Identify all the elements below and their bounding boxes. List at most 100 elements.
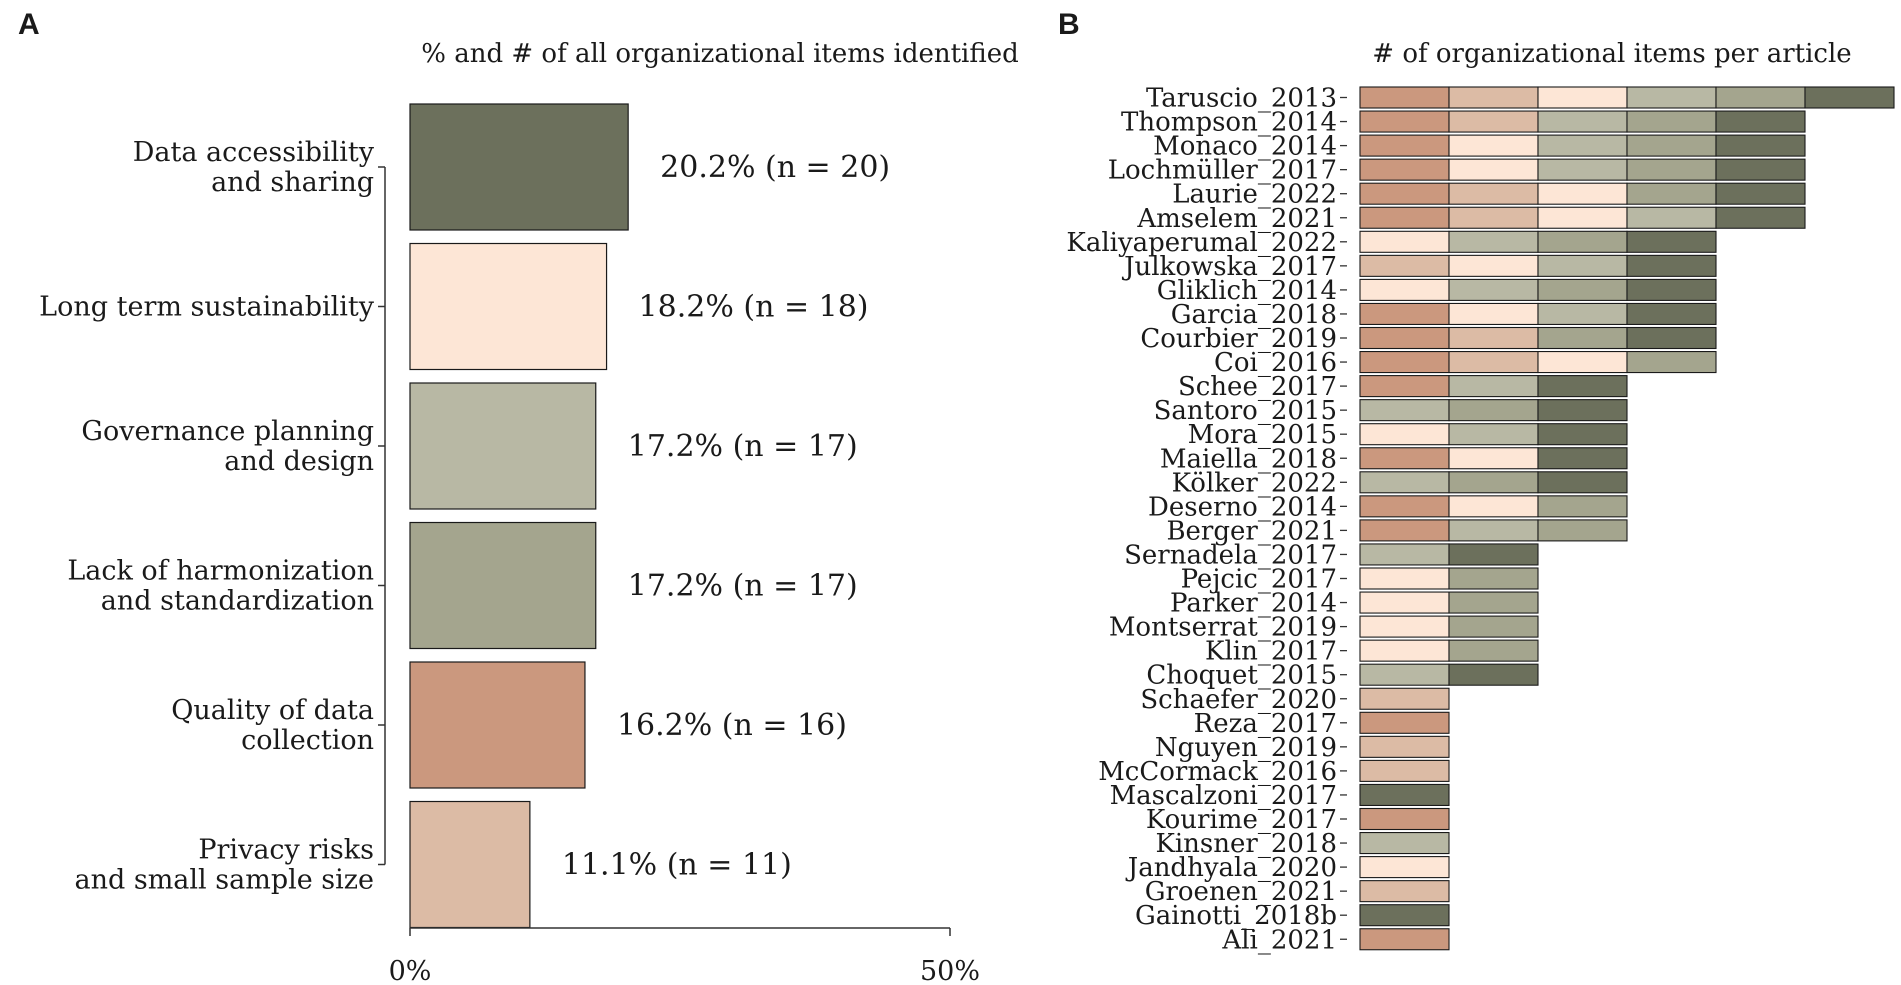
- segment-26-0: [1359, 711, 1450, 734]
- segment-21-1: [1448, 591, 1539, 614]
- bar-0: [409, 103, 629, 231]
- segment-10-3: [1626, 326, 1717, 350]
- segment-21-0: [1359, 591, 1450, 614]
- segment-8-1: [1448, 278, 1539, 301]
- article-label-22: Montserrat_2019: [1109, 613, 1337, 643]
- panel-b: B # of organizational items per article Ta…: [1058, 8, 1895, 955]
- segment-18-2: [1537, 519, 1628, 542]
- article-label-13: Santoro_2015: [1154, 396, 1337, 426]
- article-label-21: Parker_2014: [1170, 589, 1337, 619]
- segment-25-0: [1359, 687, 1450, 710]
- segment-18-1: [1448, 519, 1539, 542]
- segment-10-0: [1359, 326, 1450, 350]
- segment-4-4: [1715, 182, 1806, 205]
- article-label-35: Ali_2021: [1221, 925, 1337, 955]
- category-label-5-1: and small sample size: [75, 865, 375, 896]
- panel-letter-a: A: [18, 8, 40, 41]
- bar-3: [409, 521, 597, 650]
- segment-17-1: [1448, 495, 1539, 518]
- category-label-3-1: and standardization: [101, 586, 374, 617]
- segment-15-2: [1537, 447, 1628, 470]
- data-label-5: 11.1% (n = 11): [562, 848, 792, 883]
- article-label-19: Sernadela_2017: [1124, 540, 1337, 570]
- article-label-14: Mora_2015: [1188, 420, 1337, 450]
- segment-3-4: [1715, 158, 1806, 181]
- segment-31-0: [1359, 831, 1450, 855]
- segment-5-3: [1626, 206, 1717, 229]
- x-tick-label-a-0: 0%: [389, 956, 432, 985]
- segment-1-3: [1626, 110, 1717, 133]
- segment-3-0: [1359, 158, 1450, 181]
- segment-16-2: [1537, 471, 1628, 494]
- article-label-3: Lochmüller_2017: [1108, 156, 1337, 186]
- segment-12-1: [1448, 375, 1539, 398]
- segment-8-3: [1626, 278, 1717, 301]
- category-label-5-0: Privacy risks: [198, 835, 374, 866]
- segment-3-2: [1537, 158, 1628, 181]
- category-label-0-0: Data accessibility: [133, 137, 375, 168]
- segment-2-1: [1448, 134, 1539, 157]
- article-label-23: Klin_2017: [1205, 637, 1337, 667]
- chart-title-b: # of organizational items per article: [1372, 39, 1851, 69]
- article-label-17: Deserno_2014: [1148, 492, 1337, 522]
- panel-letter-b: B: [1058, 8, 1080, 41]
- segment-14-0: [1359, 423, 1450, 446]
- segment-18-0: [1359, 519, 1450, 542]
- segment-7-2: [1537, 254, 1628, 277]
- data-label-0: 20.2% (n = 20): [660, 150, 890, 185]
- segment-11-1: [1448, 350, 1539, 374]
- article-label-4: Laurie_2022: [1172, 180, 1337, 210]
- segment-0-5: [1804, 86, 1895, 109]
- segment-4-1: [1448, 182, 1539, 205]
- segment-13-1: [1448, 399, 1539, 422]
- segment-1-0: [1359, 110, 1450, 133]
- panel-a: A % and # of all organizational items ide…: [18, 8, 1019, 985]
- article-label-2: Monaco_2014: [1153, 132, 1337, 162]
- segment-14-1: [1448, 423, 1539, 446]
- article-label-7: Julkowska_2017: [1121, 252, 1337, 282]
- segment-10-1: [1448, 326, 1539, 350]
- segment-9-3: [1626, 302, 1717, 326]
- segment-28-0: [1359, 759, 1450, 782]
- segment-0-1: [1448, 86, 1539, 109]
- article-label-16: Kölker_2022: [1172, 468, 1337, 498]
- bar-1: [409, 242, 608, 371]
- segment-2-3: [1626, 134, 1717, 157]
- article-label-12: Schee_2017: [1178, 372, 1337, 402]
- segment-12-2: [1537, 375, 1628, 398]
- article-label-28: McCormack_2016: [1098, 757, 1337, 787]
- segment-5-0: [1359, 206, 1450, 229]
- segment-12-0: [1359, 375, 1450, 398]
- segment-4-3: [1626, 182, 1717, 205]
- article-label-33: Groenen_2021: [1145, 877, 1337, 907]
- segment-34-0: [1359, 904, 1450, 927]
- article-label-11: Coi_2016: [1214, 348, 1337, 378]
- segment-24-1: [1448, 663, 1539, 686]
- article-label-15: Maiella_2018: [1160, 444, 1337, 474]
- segment-15-1: [1448, 447, 1539, 470]
- category-label-4-1: collection: [241, 725, 374, 756]
- segment-15-0: [1359, 447, 1450, 470]
- segment-19-1: [1448, 543, 1539, 566]
- segment-6-3: [1626, 230, 1717, 253]
- segment-27-0: [1359, 735, 1450, 758]
- segment-20-1: [1448, 567, 1539, 590]
- category-label-4-0: Quality of data: [171, 695, 374, 726]
- segment-9-0: [1359, 302, 1450, 326]
- data-label-1: 18.2% (n = 18): [639, 290, 869, 325]
- article-label-26: Reza_2017: [1194, 709, 1337, 739]
- segment-5-2: [1537, 206, 1628, 229]
- segment-7-1: [1448, 254, 1539, 277]
- segment-0-2: [1537, 86, 1628, 109]
- article-label-34: Gainotti_2018b: [1135, 901, 1337, 931]
- segment-0-0: [1359, 86, 1450, 109]
- segment-2-2: [1537, 134, 1628, 157]
- article-label-0: Taruscio_2013: [1146, 84, 1337, 114]
- segment-3-1: [1448, 158, 1539, 181]
- segment-4-2: [1537, 182, 1628, 205]
- category-label-2-1: and design: [224, 446, 374, 477]
- segment-1-2: [1537, 110, 1628, 133]
- segment-17-2: [1537, 495, 1628, 518]
- segment-11-3: [1626, 350, 1717, 374]
